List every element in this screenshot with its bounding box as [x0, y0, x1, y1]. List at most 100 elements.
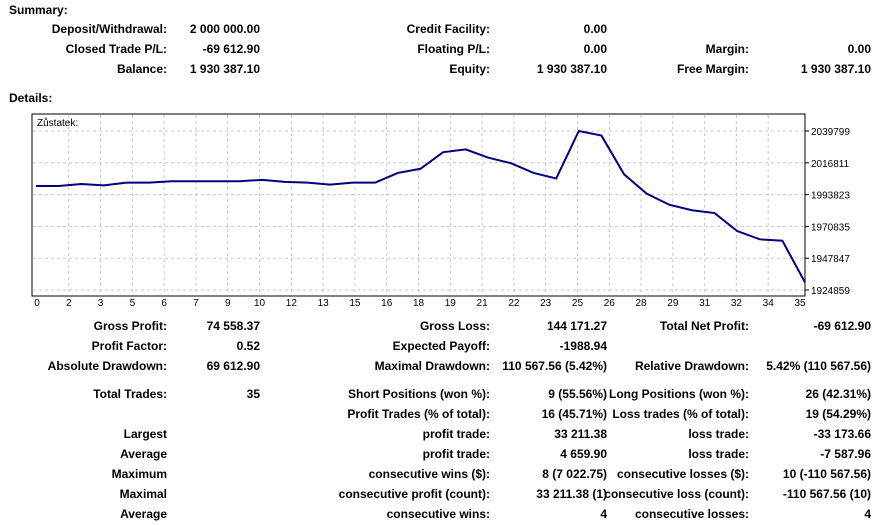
- chart-x-ticks: 0 2 3 5 6 7 9 10 12 13 15 16 18 19 21 22 23 25 26 28 29 31 32 3…: [34, 298, 806, 309]
- loss-trades-value: 19 (54.29%): [805, 407, 871, 421]
- expected-payoff-value: -1988.94: [559, 339, 607, 353]
- chart-x-tick-label: 2: [66, 298, 72, 309]
- free-margin-label: Free Margin:: [676, 62, 749, 76]
- average-label: Average: [120, 447, 167, 461]
- chart-grid: [33, 115, 804, 295]
- chart-y-ticks: 2039799 2016811 1993823 1970835 1947847 19248…: [805, 127, 850, 297]
- chart-x-tick-label: 9: [225, 298, 231, 309]
- floating-pl-value: 0.00: [583, 42, 607, 56]
- average-profit-value: 4 659.90: [560, 447, 607, 461]
- chart-x-tick-label: 19: [445, 298, 457, 309]
- chart-x-tick-label: 32: [731, 298, 743, 309]
- margin-label: Margin:: [705, 42, 749, 56]
- chart-x-tick-label: 23: [540, 298, 552, 309]
- long-positions-value: 26 (42.31%): [805, 387, 871, 401]
- chart-x-tick-label: 15: [349, 298, 361, 309]
- chart-x-tick-label: 3: [98, 298, 104, 309]
- chart-x-tick-label: 26: [604, 298, 616, 309]
- expected-payoff-label: Expected Payoff:: [392, 339, 490, 353]
- chart-x-tick-label: 13: [318, 298, 330, 309]
- chart-x-tick-label: 28: [635, 298, 647, 309]
- chart-x-tick-label: 12: [286, 298, 298, 309]
- chart-x-tick-label: 7: [193, 298, 199, 309]
- chart-y-tick-label: 1970835: [811, 222, 850, 233]
- chart-inner-label: Zůstatek:: [37, 117, 78, 129]
- short-positions-value: 9 (55.56%): [548, 387, 607, 401]
- largest-label: Largest: [123, 427, 167, 441]
- loss-trades-label: Loss trades (% of total):: [612, 407, 749, 421]
- gross-loss-label: Gross Loss:: [419, 319, 490, 333]
- profit-factor-value: 0.52: [236, 339, 260, 353]
- gross-profit-label: Gross Profit:: [93, 319, 167, 333]
- total-net-profit-value: -69 612.90: [813, 319, 871, 333]
- relative-drawdown-label: Relative Drawdown:: [634, 359, 749, 373]
- deposit-label: Deposit/Withdrawal:: [51, 22, 167, 36]
- largest-loss-label: loss trade:: [688, 427, 749, 441]
- relative-drawdown-value: 5.42% (110 567.56): [766, 359, 871, 373]
- equity-label: Equity:: [449, 62, 490, 76]
- total-trades-value: 35: [246, 387, 260, 401]
- chart-x-tick-label: 16: [381, 298, 393, 309]
- largest-loss-value: -33 173.66: [813, 427, 871, 441]
- average-loss-label: loss trade:: [688, 447, 749, 461]
- avg-cons-losses-value: 4: [864, 507, 871, 521]
- total-trades-label: Total Trades:: [93, 387, 167, 401]
- chart-x-tick-label: 5: [130, 298, 136, 309]
- maximal-drawdown-value: 110 567.56 (5.42%): [502, 359, 607, 373]
- balance-value: 1 930 387.10: [189, 62, 260, 76]
- largest-profit-value: 33 211.38: [554, 427, 607, 441]
- chart-x-tick-label: 31: [699, 298, 711, 309]
- avg-cons-losses-label: consecutive losses:: [634, 507, 749, 521]
- chart-y-tick-label: 1947847: [811, 254, 850, 265]
- chart-y-tick-label: 1924859: [811, 286, 850, 297]
- absolute-drawdown-value: 69 612.90: [206, 359, 260, 373]
- average-loss-value: -7 587.96: [820, 447, 871, 461]
- credit-value: 0.00: [583, 22, 607, 36]
- balance-chart: Zůstatek: 2039799 2016811 1993823 1970835 19…: [31, 113, 850, 309]
- short-positions-label: Short Positions (won %):: [348, 387, 490, 401]
- maximal-drawdown-label: Maximal Drawdown:: [374, 359, 490, 373]
- credit-label: Credit Facility:: [406, 22, 490, 36]
- equity-value: 1 930 387.10: [536, 62, 607, 76]
- profit-trades-value: 16 (45.71%): [541, 407, 607, 421]
- maximal-cons-profit-label: consecutive profit (count):: [338, 487, 490, 501]
- chart-series-line: [36, 129, 806, 283]
- maximal-cons-profit-value: 33 211.38 (1): [536, 487, 607, 501]
- chart-x-tick-label: 6: [161, 298, 167, 309]
- avg-cons-wins-value: 4: [600, 507, 607, 521]
- chart-x-tick-label: 35: [794, 298, 806, 309]
- chart-x-tick-label: 21: [477, 298, 489, 309]
- profit-trades-label: Profit Trades (% of total):: [347, 407, 490, 421]
- max-cons-wins-label: consecutive wins ($):: [368, 467, 490, 481]
- chart-x-tick-label: 18: [413, 298, 425, 309]
- gross-loss-value: 144 171.27: [546, 319, 607, 333]
- max-cons-wins-value: 8 (7 022.75): [542, 467, 607, 481]
- maximal-cons-loss-label: consecutive loss (count):: [604, 487, 749, 501]
- max-cons-losses-label: consecutive losses ($):: [616, 467, 749, 481]
- average-profit-label: profit trade:: [422, 447, 490, 461]
- chart-x-tick-label: 25: [572, 298, 584, 309]
- closed-pl-value: -69 612.90: [202, 42, 260, 56]
- maximal-cons-loss-value: -110 567.56 (10): [782, 487, 871, 501]
- chart-x-tick-label: 34: [763, 298, 775, 309]
- profit-factor-label: Profit Factor:: [91, 339, 167, 353]
- floating-pl-label: Floating P/L:: [417, 42, 490, 56]
- chart-x-tick-label: 0: [34, 298, 40, 309]
- chart-x-tick-label: 10: [254, 298, 266, 309]
- chart-x-tick-label: 29: [667, 298, 679, 309]
- details-heading: Details:: [9, 91, 53, 105]
- deposit-value: 2 000 000.00: [189, 22, 260, 36]
- balance-label: Balance:: [116, 62, 167, 76]
- margin-value: 0.00: [847, 42, 871, 56]
- total-net-profit-label: Total Net Profit:: [659, 319, 749, 333]
- closed-pl-label: Closed Trade P/L:: [65, 42, 167, 56]
- chart-y-tick-label: 2039799: [811, 127, 850, 138]
- chart-x-tick-label: 22: [508, 298, 520, 309]
- largest-profit-label: profit trade:: [422, 427, 490, 441]
- long-positions-label: Long Positions (won %):: [609, 387, 749, 401]
- average2-label: Average: [120, 507, 167, 521]
- max-cons-losses-value: 10 (-110 567.56): [782, 467, 871, 481]
- gross-profit-value: 74 558.37: [206, 319, 260, 333]
- maximum-label: Maximum: [111, 467, 167, 481]
- absolute-drawdown-label: Absolute Drawdown:: [47, 359, 167, 373]
